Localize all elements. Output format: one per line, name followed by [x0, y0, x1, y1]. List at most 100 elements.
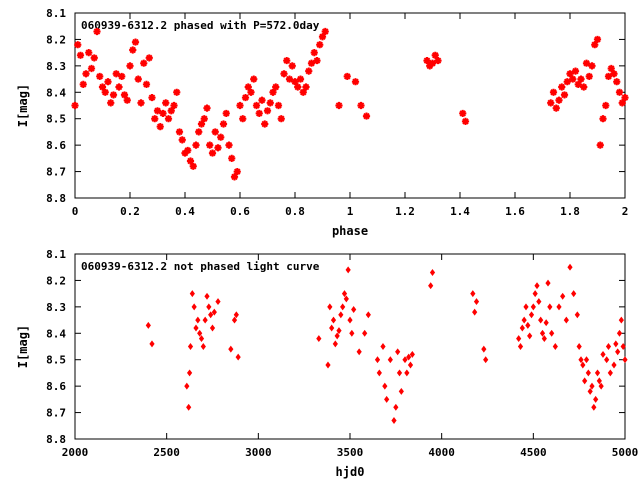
data-point	[406, 353, 412, 361]
data-point	[473, 298, 480, 306]
data-point	[178, 136, 186, 144]
x-tick-label: 0	[72, 205, 79, 218]
data-point	[206, 141, 214, 149]
data-point	[151, 115, 159, 123]
data-point	[538, 316, 544, 324]
data-point	[618, 99, 626, 107]
data-point	[429, 269, 436, 276]
data-point	[202, 316, 208, 324]
data-point	[233, 167, 241, 176]
data-point	[191, 303, 197, 311]
data-point	[516, 335, 522, 343]
x-tick-label: 4500	[520, 446, 547, 459]
chart-title: 060939-6312.2 not phased light curve	[81, 260, 320, 273]
data-point	[357, 101, 365, 110]
data-point	[93, 27, 101, 36]
data-point	[582, 59, 591, 67]
data-point	[334, 332, 340, 340]
data-point	[307, 59, 316, 67]
data-point	[523, 303, 529, 311]
data-point	[602, 101, 610, 110]
data-point	[126, 62, 134, 70]
data-point	[580, 361, 586, 369]
x-tick-label: 3000	[245, 446, 272, 459]
data-point	[351, 306, 357, 313]
data-point	[252, 101, 261, 110]
data-point	[555, 96, 563, 104]
data-point	[74, 41, 82, 49]
x-tick-label: 2500	[153, 446, 180, 459]
data-point	[299, 88, 307, 96]
data-point	[214, 144, 222, 152]
data-point	[599, 115, 607, 123]
data-point	[332, 340, 338, 348]
data-point	[532, 290, 538, 298]
data-point	[184, 146, 192, 155]
data-point	[115, 83, 123, 91]
data-point	[596, 377, 602, 385]
plot-frame	[74, 12, 626, 199]
data-point	[345, 266, 351, 274]
data-point	[217, 133, 225, 141]
data-point	[197, 120, 206, 128]
data-point	[560, 91, 569, 99]
x-tick-label: 3500	[337, 446, 364, 459]
data-point	[239, 115, 247, 123]
data-point	[583, 356, 590, 364]
data-point	[549, 329, 555, 337]
data-point	[591, 41, 599, 49]
data-point	[231, 316, 238, 324]
data-point	[351, 78, 360, 86]
data-point	[200, 115, 208, 123]
data-point	[402, 356, 408, 364]
data-point	[571, 290, 577, 298]
data-point	[330, 316, 337, 324]
data-point	[283, 56, 291, 65]
y-axis-label: I[mag]	[16, 325, 30, 368]
data-point	[620, 343, 626, 350]
data-point	[90, 54, 98, 62]
data-point	[395, 348, 401, 356]
x-tick-label: 1.8	[560, 205, 580, 218]
data-point	[228, 154, 236, 162]
chart-title: 060939-6312.2 phased with P=572.0day	[81, 19, 320, 32]
data-point	[329, 324, 335, 332]
data-point	[384, 395, 390, 403]
data-point	[156, 123, 164, 131]
data-point	[302, 83, 310, 91]
y-tick-label: 8.8	[46, 192, 66, 205]
data-point	[519, 324, 525, 332]
data-point	[208, 149, 217, 157]
data-point	[407, 361, 414, 369]
data-point	[563, 78, 571, 86]
data-point	[528, 311, 535, 319]
data-point	[145, 54, 153, 62]
data-point	[208, 311, 214, 319]
data-point	[536, 298, 542, 306]
data-point	[587, 387, 593, 395]
y-tick-label: 8.7	[46, 407, 66, 420]
x-tick-label: 0.6	[230, 205, 250, 218]
data-point	[325, 361, 331, 369]
data-point	[431, 51, 439, 59]
data-point	[527, 332, 533, 340]
data-point	[541, 335, 547, 343]
data-point	[472, 308, 478, 316]
data-point	[321, 27, 329, 36]
data-point	[193, 324, 199, 332]
data-point	[547, 303, 553, 311]
data-point	[426, 62, 434, 70]
data-point	[605, 343, 612, 350]
y-tick-label: 8.2	[46, 274, 66, 287]
data-point	[209, 324, 216, 332]
data-point	[175, 128, 184, 136]
data-point	[244, 83, 252, 91]
data-point	[560, 292, 566, 300]
data-point	[552, 104, 560, 112]
data-point	[423, 56, 431, 65]
data-point	[582, 377, 588, 385]
data-point	[604, 356, 610, 364]
data-point	[206, 303, 212, 311]
y-tick-label: 8.7	[46, 166, 66, 179]
data-point	[186, 157, 195, 165]
